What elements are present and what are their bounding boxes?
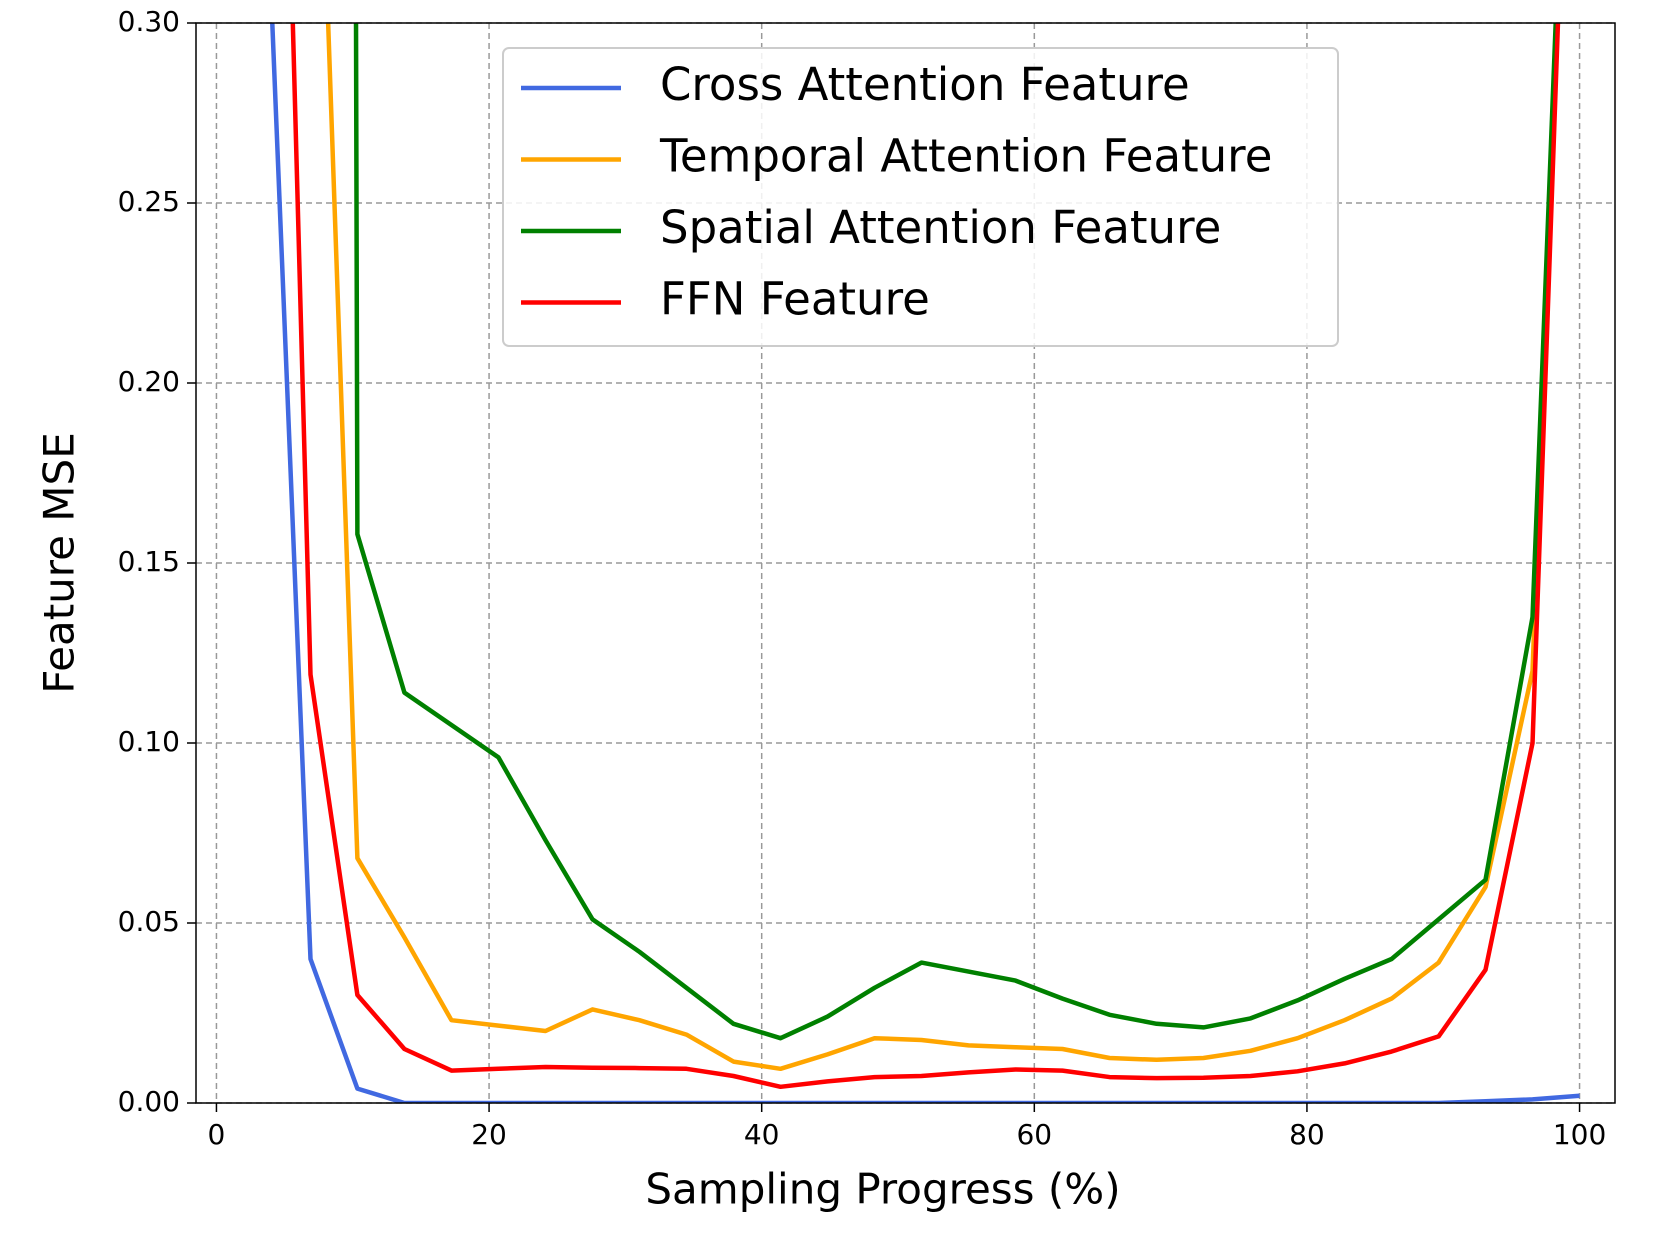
axes-frame	[195, 22, 1616, 1104]
x-tick-label: 80	[1289, 1118, 1325, 1151]
legend-label: Cross Attention Feature	[660, 58, 1190, 111]
legend-box	[502, 47, 1339, 347]
x-tick-label: 20	[471, 1118, 507, 1151]
y-tick-label: 0.00	[118, 1085, 180, 1118]
legend-label: Temporal Attention Feature	[659, 130, 1272, 183]
x-tick-label: 0	[208, 1118, 226, 1151]
x-tick-label: 40	[744, 1118, 780, 1151]
line-series	[290, 23, 1561, 1090]
y-tick-label: 0.15	[118, 545, 180, 578]
x-tick-label: 60	[1016, 1118, 1052, 1151]
x-axis-label: Sampling Progress (%)	[645, 1165, 1120, 1214]
y-tick-label: 0.05	[118, 905, 180, 938]
y-axis-label: Feature MSE	[35, 432, 84, 694]
y-tick-label: 0.30	[118, 5, 180, 38]
legend-label: Spatial Attention Feature	[660, 201, 1221, 254]
x-tick-label: 100	[1553, 1118, 1606, 1151]
y-tick-label: 0.25	[118, 185, 180, 218]
y-tick-label: 0.20	[118, 365, 180, 398]
line-series	[353, 23, 1558, 1041]
plot-area	[270, 23, 1580, 1103]
y-tick-label: 0.10	[118, 725, 180, 758]
legend-label: FFN Feature	[660, 273, 930, 326]
line-series	[325, 23, 1559, 1072]
